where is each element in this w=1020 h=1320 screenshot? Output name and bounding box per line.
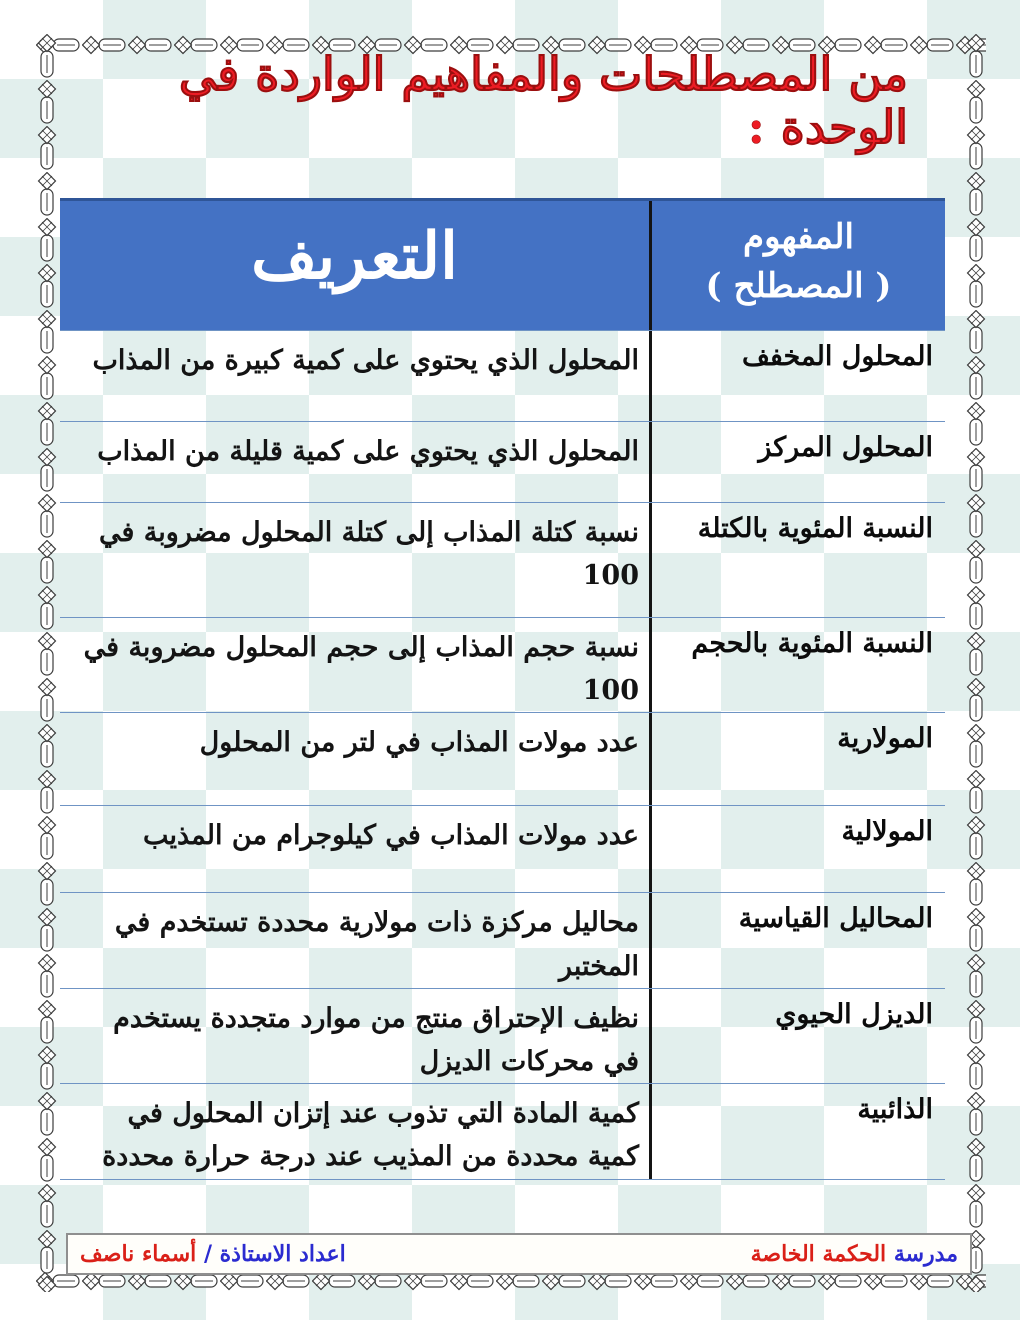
table-row: المحاليل القياسية محاليل مركزة ذات مولاري… bbox=[60, 892, 945, 988]
table-header-row: المفهوم ( المصطلح ) التعريف bbox=[60, 198, 945, 330]
page-title: من المصطلحات والمفاهيم الواردة في الوحدة… bbox=[178, 47, 908, 154]
decorative-border-top bbox=[36, 34, 986, 56]
header-concept-line1: المفهوم bbox=[743, 217, 854, 257]
decorative-border-left bbox=[36, 34, 58, 1292]
definition-cell: المحلول الذي يحتوي على كمية كبيرة من الم… bbox=[92, 345, 639, 376]
definition-cell: كمية المادة التي تذوب عند إتزان المحلول … bbox=[102, 1098, 639, 1173]
table-row: الديزل الحيوي نظيف الإحتراق منتج من موارد… bbox=[60, 987, 945, 1084]
school-name-rest: الحكمة الخاصة bbox=[750, 1241, 887, 1267]
table-row: الذائبية كمية المادة التي تذوب عند إتزان … bbox=[60, 1083, 945, 1180]
term-cell: الديزل الحيوي bbox=[649, 988, 945, 1084]
definition-cell: نظيف الإحتراق منتج من موارد متجددة يستخد… bbox=[113, 1002, 639, 1077]
definition-cell: نسبة كتلة المذاب إلى كتلة المحلول مضروبة… bbox=[99, 517, 639, 592]
term-cell: النسبة المئوية بالحجم bbox=[649, 618, 945, 713]
term-cell: المولالية bbox=[649, 806, 945, 893]
definition-cell: عدد مولات المذاب في لتر من المحلول bbox=[199, 727, 639, 759]
table-row: المحلول المخفف المحلول الذي يحتوي على كمي… bbox=[60, 330, 945, 421]
term-cell: المولارية bbox=[649, 713, 945, 806]
term-cell: المحاليل القياسية bbox=[649, 893, 945, 988]
header-concept-cell: المفهوم ( المصطلح ) bbox=[649, 201, 945, 330]
term-cell: النسبة المئوية بالكتلة bbox=[649, 503, 945, 617]
footer-bar: اعداد الاستاذة / أسماء ناصف مدرسة الحكمة… bbox=[66, 1233, 972, 1275]
definition-cell: نسبة حجم المذاب إلى حجم المحلول مضروبة ف… bbox=[83, 632, 639, 707]
header-definition-cell: التعريف bbox=[251, 219, 458, 294]
decorative-border-right bbox=[965, 34, 987, 1292]
prepared-by: اعداد الاستاذة / أسماء ناصف bbox=[80, 1241, 346, 1267]
definition-cell: المحلول الذي يحتوي على كمية قليلة من الم… bbox=[97, 436, 639, 467]
terms-table: المفهوم ( المصطلح ) التعريف المحلول المخ… bbox=[60, 198, 945, 1180]
table-row: النسبة المئوية بالكتلة نسبة كتلة المذاب إ… bbox=[60, 502, 945, 617]
definition-cell: محاليل مركزة ذات مولارية محددة تستخدم في… bbox=[114, 907, 639, 982]
definition-cell: عدد مولات المذاب في كيلوجرام من المذيب bbox=[142, 820, 639, 852]
prepared-by-name: أسماء ناصف bbox=[80, 1241, 197, 1267]
school-name-prefix: مدرسة bbox=[893, 1241, 958, 1267]
table-row: المولالية عدد مولات المذاب في كيلوجرام من… bbox=[60, 805, 945, 893]
prepared-by-label: اعداد الاستاذة / bbox=[203, 1241, 346, 1267]
table-row: المحلول المركز المحلول الذي يحتوي على كمي… bbox=[60, 421, 945, 502]
header-concept-line2: ( المصطلح ) bbox=[705, 266, 892, 307]
table-body: المحلول المخفف المحلول الذي يحتوي على كمي… bbox=[60, 330, 945, 1180]
table-row: النسبة المئوية بالحجم نسبة حجم المذاب إلى… bbox=[60, 617, 945, 713]
school-name: مدرسة الحكمة الخاصة bbox=[751, 1241, 958, 1267]
term-cell: المحلول المركز bbox=[649, 422, 945, 502]
term-cell: الذائبية bbox=[649, 1084, 945, 1179]
term-cell: المحلول المخفف bbox=[649, 331, 945, 421]
table-row: المولارية عدد مولات المذاب في لتر من المح… bbox=[60, 712, 945, 806]
decorative-border-bottom bbox=[36, 1270, 986, 1292]
